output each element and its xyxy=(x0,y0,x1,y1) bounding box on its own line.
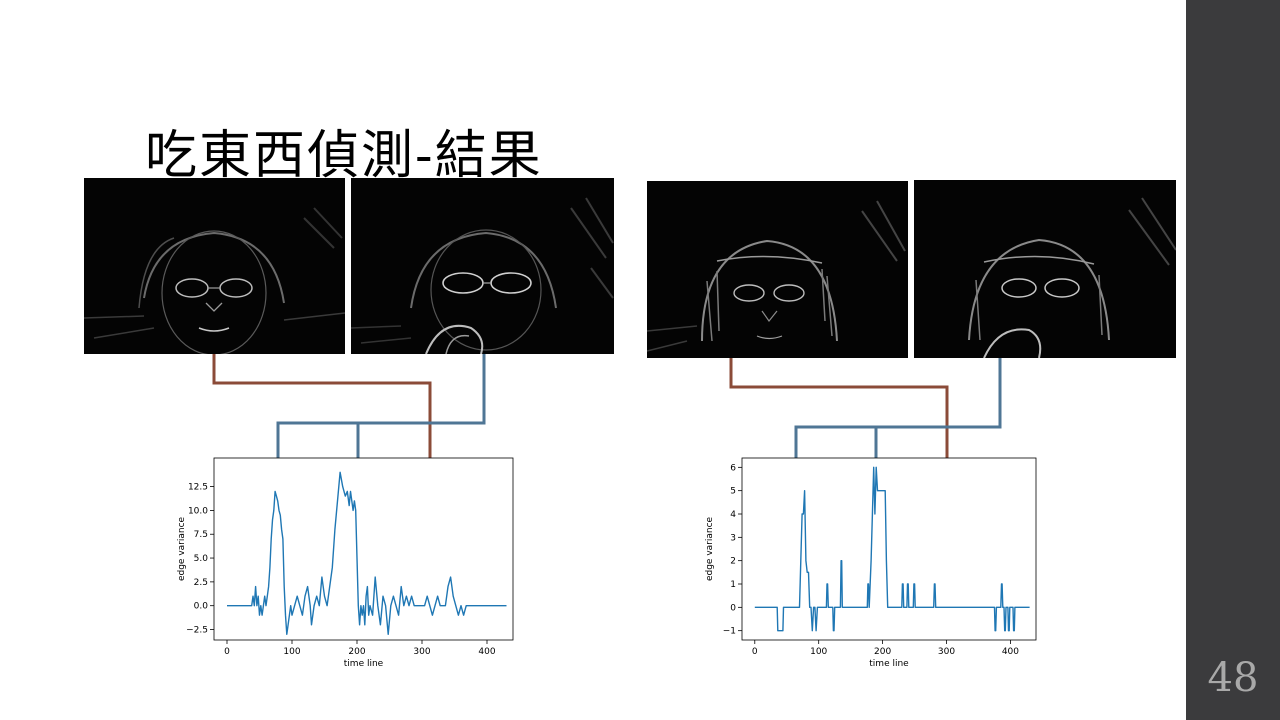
y-tick-label: 5.0 xyxy=(194,554,209,564)
face-edge-map-hand-icon xyxy=(351,178,614,354)
y-tick-label: 1 xyxy=(730,580,736,590)
series-line xyxy=(754,466,1030,632)
face-edge-map-hand-icon xyxy=(914,180,1176,358)
y-tick-label: −2.5 xyxy=(186,626,208,636)
x-tick-label: 400 xyxy=(1002,647,1019,657)
x-tick-label: 300 xyxy=(413,647,430,657)
x-tick-label: 0 xyxy=(752,647,758,657)
y-tick-label: 5 xyxy=(730,487,736,497)
slide-title: 吃東西偵測-結果 xyxy=(145,126,543,186)
y-tick-label: 3 xyxy=(730,533,736,543)
page-number: 48 xyxy=(1207,655,1259,701)
x-tick-label: 300 xyxy=(938,647,955,657)
x-tick-label: 200 xyxy=(874,647,891,657)
y-tick-label: 2 xyxy=(730,557,736,567)
face-edge-map-icon xyxy=(647,181,908,358)
y-tick-label: 0.0 xyxy=(194,602,209,612)
plot-frame xyxy=(741,457,1037,641)
edge-image-4 xyxy=(914,180,1176,358)
x-tick-label: 0 xyxy=(224,647,230,657)
series-line xyxy=(227,471,507,636)
y-tick-label: 12.5 xyxy=(188,483,208,493)
line-chart-left: 0 100 200 300 400 −2.5 0.0 2.5 5.0 7.5 10.0 12.5 tim… xyxy=(177,457,514,669)
edge-image-1 xyxy=(84,178,345,354)
y-axis-label: edge variance xyxy=(177,516,187,581)
y-tick-label: 7.5 xyxy=(194,530,208,540)
y-tick-label: 2.5 xyxy=(194,578,208,588)
y-tick-label: 10.0 xyxy=(188,506,208,516)
chart-right: 0 100 200 300 400 −1 0 1 2 3 4 5 6 time line edge vari… xyxy=(700,452,1045,672)
y-tick-label: −1 xyxy=(723,627,736,637)
edge-image-3 xyxy=(647,181,908,358)
x-axis-label: time line xyxy=(869,659,909,669)
y-tick-label: 0 xyxy=(730,603,736,613)
x-tick-label: 400 xyxy=(478,647,495,657)
x-tick-label: 100 xyxy=(283,647,300,657)
face-edge-map-icon xyxy=(84,178,345,354)
y-tick-label: 6 xyxy=(730,463,736,473)
y-tick-label: 4 xyxy=(730,510,736,520)
edge-image-2 xyxy=(351,178,614,354)
x-tick-label: 100 xyxy=(810,647,827,657)
chart-left: 0 100 200 300 400 −2.5 0.0 2.5 5.0 7.5 10.0 12.5 tim… xyxy=(170,452,520,672)
x-tick-label: 200 xyxy=(348,647,365,657)
y-axis-label: edge variance xyxy=(705,516,715,581)
x-axis-label: time line xyxy=(344,659,384,669)
line-chart-right: 0 100 200 300 400 −1 0 1 2 3 4 5 6 time line edge vari… xyxy=(705,457,1037,669)
slide-sidebar xyxy=(1186,0,1280,720)
